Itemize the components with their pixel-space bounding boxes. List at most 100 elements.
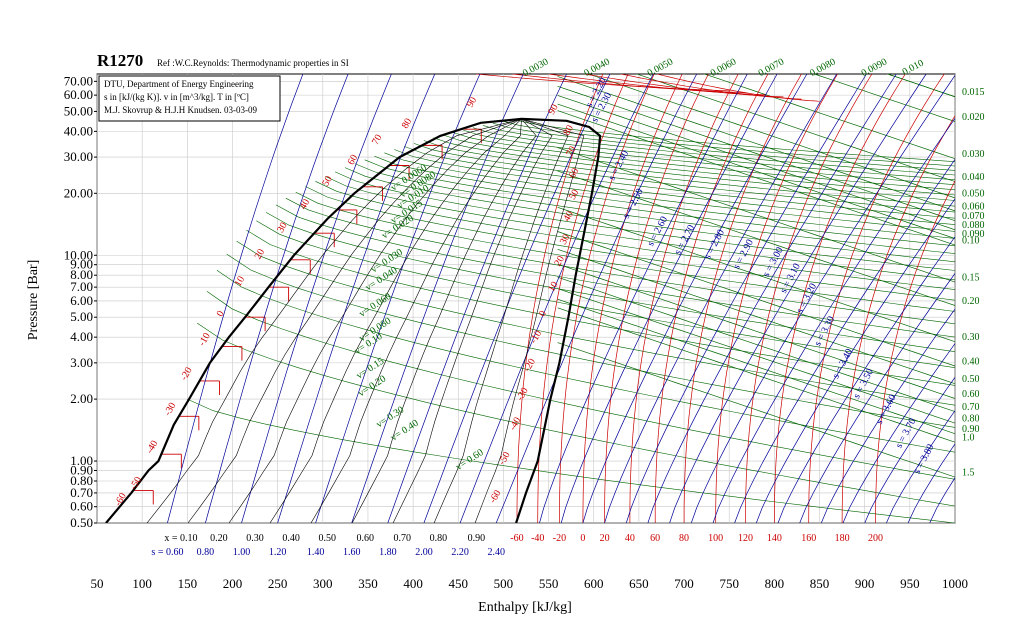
isochore-line [557,231,955,367]
isochore-line [557,263,955,399]
quality-label: x = 0.10 [164,533,197,544]
y-tick-label: 3.00 [70,355,93,370]
isotherm-bottom-label: 100 [708,533,723,544]
isentrope-line [205,74,349,523]
quality-line [474,118,585,523]
x-tick-label: 450 [449,576,469,591]
isotherm-line [582,74,683,523]
isotherm-label: 60 [346,153,361,167]
isotherm-label: 30 [275,221,290,235]
y-tick-label: 70.00 [64,73,93,88]
quality-line [392,118,553,523]
saturation-dome [105,117,602,523]
quality-line [269,118,522,523]
isotherm-bottom-label: 180 [835,533,850,544]
quality-line [351,118,537,523]
x-tick-label: 900 [855,576,875,591]
isochore-right-label: 0.90 [962,424,980,435]
isentrope-bottom-label: 2.40 [487,547,505,558]
isochore-line [374,155,955,239]
isentrope-line [387,74,567,523]
isentrope-line [820,308,955,523]
x-tick-label: 400 [403,576,423,591]
isotherm-bottom-label: 160 [801,533,816,544]
isentrope-bottom-label: s = 0.60 [151,547,183,558]
isentrope-line [277,74,436,523]
quality-label: 0.50 [319,533,337,544]
isochore-line [246,229,955,386]
isochore-line [463,129,955,185]
isotherm-label: 70 [564,144,579,158]
isentrope-line [459,74,654,523]
isochore-right-label: 0.050 [962,188,985,199]
isochore-line [482,125,955,176]
y-tick-label: 7.00 [70,279,93,294]
y-tick-label: 60.00 [64,87,93,102]
isentrope-line [734,158,955,523]
isotherm-line [654,74,769,523]
isentrope-bottom-label: 1.40 [307,547,325,558]
x-tick-label: 600 [584,576,604,591]
isotherm-label: 40 [562,209,577,223]
isochore-line [187,398,955,523]
isentrope-line [799,272,955,523]
isentrope-line [777,236,955,523]
isotherm-bottom-label: 40 [625,533,635,544]
quality-line [310,118,522,523]
isochore-line [557,288,955,424]
isotherm-label: 20 [552,254,567,268]
quality-line [187,118,522,523]
isotherm-line [683,74,802,523]
isentrope-line [241,74,392,523]
x-tick-label: 500 [494,576,514,591]
y-tick-label: 9.00 [70,257,93,272]
isochore-right-label: 0.020 [962,112,985,123]
isochore-line [557,147,955,283]
y-tick-label: 20.00 [64,185,93,200]
isentrope-line [864,376,955,523]
isotherm-bottom-label: 200 [868,533,883,544]
y-tick-label: 0.80 [70,473,93,488]
x-tick-label: 750 [719,576,739,591]
isochore-right-label: 0.70 [962,402,980,413]
isochore-line [295,191,955,312]
isochore-line [635,74,955,182]
isotherm-bottom-label: -40 [531,533,544,544]
isochore-line [216,269,955,453]
isochore-right-label: 0.030 [962,149,985,160]
isentrope-bottom-label: 2.20 [451,547,469,558]
info-line-3: M.J. Skovrup & H.J.H Knudsen. 03-03-09 [104,105,258,115]
x-tick-label: 950 [900,576,920,591]
y-tick-label: 50.00 [64,103,93,118]
isotherm-line [629,74,739,523]
y-tick-label: 40.00 [64,123,93,138]
x-tick-label: 100 [132,576,152,591]
y-tick-label: 4.00 [70,329,93,344]
isentrope-line [604,74,838,523]
isotherm-label: 40 [298,197,313,211]
isentrope-line [842,342,955,523]
y-tick-label: 2.00 [70,391,93,406]
x-tick-label: 1000 [942,576,968,591]
isochore-line [413,143,955,213]
isochore-line [557,170,955,306]
isotherm-label: 0 [215,309,227,319]
isentrope-line [582,74,808,523]
quality-label: 0.20 [210,533,228,544]
isentrope-line [423,74,611,523]
isotherm-line [841,115,955,523]
quality-line [228,118,522,523]
x-tick-label: 200 [223,576,243,591]
x-tick-label: 150 [178,576,198,591]
isochore-right-label: 0.50 [962,374,980,385]
isochore-right-label: 0.15 [962,272,980,283]
property-lines [133,74,955,523]
isentrope-line [907,443,955,523]
isotherm-line [774,74,906,523]
isentrope-line [712,117,955,523]
isotherm-label: 30 [558,232,573,246]
x-tick-label: 550 [539,576,559,591]
isochore-line [557,85,955,222]
isochore-right-label: 0.040 [962,172,985,183]
isentrope-line [886,410,955,523]
